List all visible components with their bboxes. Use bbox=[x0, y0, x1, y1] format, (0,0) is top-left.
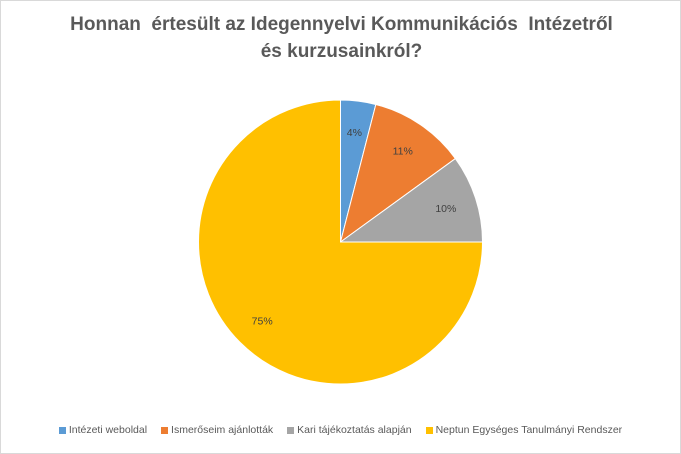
legend-label: Intézeti weboldal bbox=[68, 424, 148, 436]
legend-swatch bbox=[58, 426, 66, 434]
chart-title-line-1: Honnan értesült az Idegennyelvi Kommunik… bbox=[70, 14, 613, 35]
chart-title: Honnan értesült az Idegennyelvi Kommunik… bbox=[1, 11, 681, 65]
legend-swatch bbox=[287, 426, 295, 434]
legend-item-ismeroseim: Ismerőseim ajánlották bbox=[161, 424, 273, 436]
data-label-kari-tajekoztatas: 10% bbox=[435, 203, 456, 215]
legend-label: Neptun Egységes Tanulmányi Rendszer bbox=[435, 424, 623, 436]
legend-label: Ismerőseim ajánlották bbox=[171, 424, 274, 436]
data-label-ismeroseim: 11% bbox=[393, 145, 413, 157]
chart-title-line-2: és kurzusainkról? bbox=[260, 41, 423, 62]
legend-swatch bbox=[161, 426, 169, 434]
pie-slice-ismeroseim bbox=[339, 103, 457, 244]
legend-item-intezeti-weboldal: Intézeti weboldal bbox=[58, 424, 148, 436]
legend-label: Kari tájékoztatás alapján bbox=[297, 424, 412, 436]
pie-slice-kari-tajekoztatas bbox=[338, 157, 484, 243]
legend: Intézeti weboldal Ismerőseim ajánlották … bbox=[0, 424, 681, 436]
data-label-intezeti-weboldal: 4% bbox=[347, 127, 362, 139]
pie-slices bbox=[198, 99, 484, 385]
data-label-neptun: 75% bbox=[252, 315, 273, 327]
legend-swatch bbox=[425, 426, 433, 434]
legend-item-kari-tajekoztatas: Kari tájékoztatás alapján bbox=[287, 424, 412, 436]
pie-slice-neptun bbox=[198, 99, 484, 385]
pie-data-labels: 4% 11% 10% 75% bbox=[252, 127, 457, 327]
legend-item-neptun: Neptun Egységes Tanulmányi Rendszer bbox=[425, 424, 623, 436]
